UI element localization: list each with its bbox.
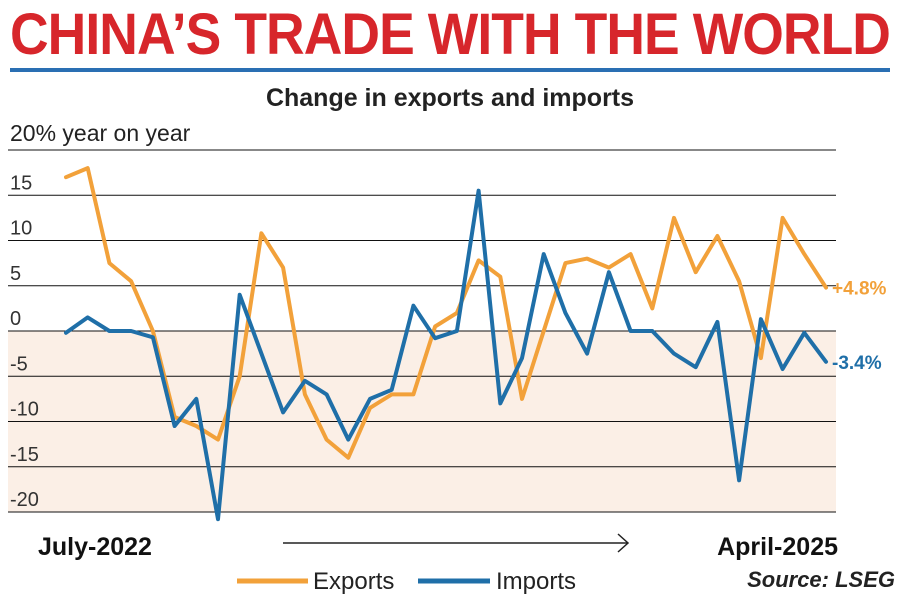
y-tick-label: -15 — [10, 444, 39, 466]
y-tick-labels: 15 10 5 0 -5 -10 -15 -20 — [10, 172, 39, 511]
y-tick-label: -10 — [10, 399, 39, 421]
y-tick-label: 0 — [10, 308, 21, 330]
y-tick-label: -20 — [10, 489, 39, 511]
timeline-arrow — [283, 533, 630, 553]
series-line-exports — [64, 166, 828, 460]
x-end-label: April-2025 — [717, 533, 838, 561]
legend-label-exports: Exports — [313, 568, 394, 595]
legend-label-imports: Imports — [496, 568, 576, 595]
y-tick-label: -5 — [10, 353, 28, 375]
gridlines — [8, 149, 836, 513]
source-note: Source: LSEG — [747, 567, 895, 592]
x-start-label: July-2022 — [38, 533, 152, 561]
chart-subtitle: Change in exports and imports — [266, 84, 634, 112]
series-layer — [64, 166, 828, 522]
y-tick-label: 5 — [10, 263, 21, 285]
end-labels: +4.8% -3.4% — [832, 279, 887, 374]
y-unit-label: 20% year on year — [10, 120, 191, 146]
chart-title: CHINA’S TRADE WITH THE WORLD — [10, 2, 890, 67]
legend: Exports Imports — [237, 568, 576, 595]
y-tick-label: 10 — [10, 218, 32, 240]
y-tick-label: 15 — [10, 172, 32, 194]
series-line-imports — [64, 188, 828, 522]
end-label-imports: -3.4% — [832, 353, 882, 374]
end-label-exports: +4.8% — [832, 279, 887, 300]
